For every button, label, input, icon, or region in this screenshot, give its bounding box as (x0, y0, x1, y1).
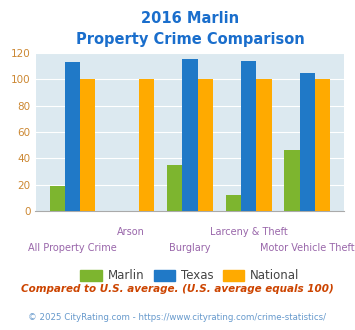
Bar (241, 61, 256, 211)
Text: All Property Crime: All Property Crime (28, 243, 117, 253)
Bar (284, 150, 300, 211)
Bar (226, 195, 241, 211)
Text: Burglary: Burglary (169, 243, 211, 253)
Bar (315, 79, 330, 211)
Bar (50, 186, 65, 211)
Bar (80, 79, 95, 211)
Title: 2016 Marlin
Property Crime Comparison: 2016 Marlin Property Crime Comparison (76, 12, 304, 48)
Bar (198, 79, 213, 211)
Text: © 2025 CityRating.com - https://www.cityrating.com/crime-statistics/: © 2025 CityRating.com - https://www.city… (28, 313, 327, 322)
Text: Larceny & Theft: Larceny & Theft (210, 227, 288, 237)
Bar (139, 79, 154, 211)
Text: Compared to U.S. average. (U.S. average equals 100): Compared to U.S. average. (U.S. average … (21, 284, 334, 294)
Text: Arson: Arson (117, 227, 145, 237)
Bar (182, 59, 198, 211)
Bar (300, 73, 315, 211)
Text: Motor Vehicle Theft: Motor Vehicle Theft (260, 243, 355, 253)
Legend: Marlin, Texas, National: Marlin, Texas, National (76, 265, 304, 287)
Bar (167, 165, 182, 211)
Bar (256, 79, 272, 211)
Bar (65, 62, 80, 211)
